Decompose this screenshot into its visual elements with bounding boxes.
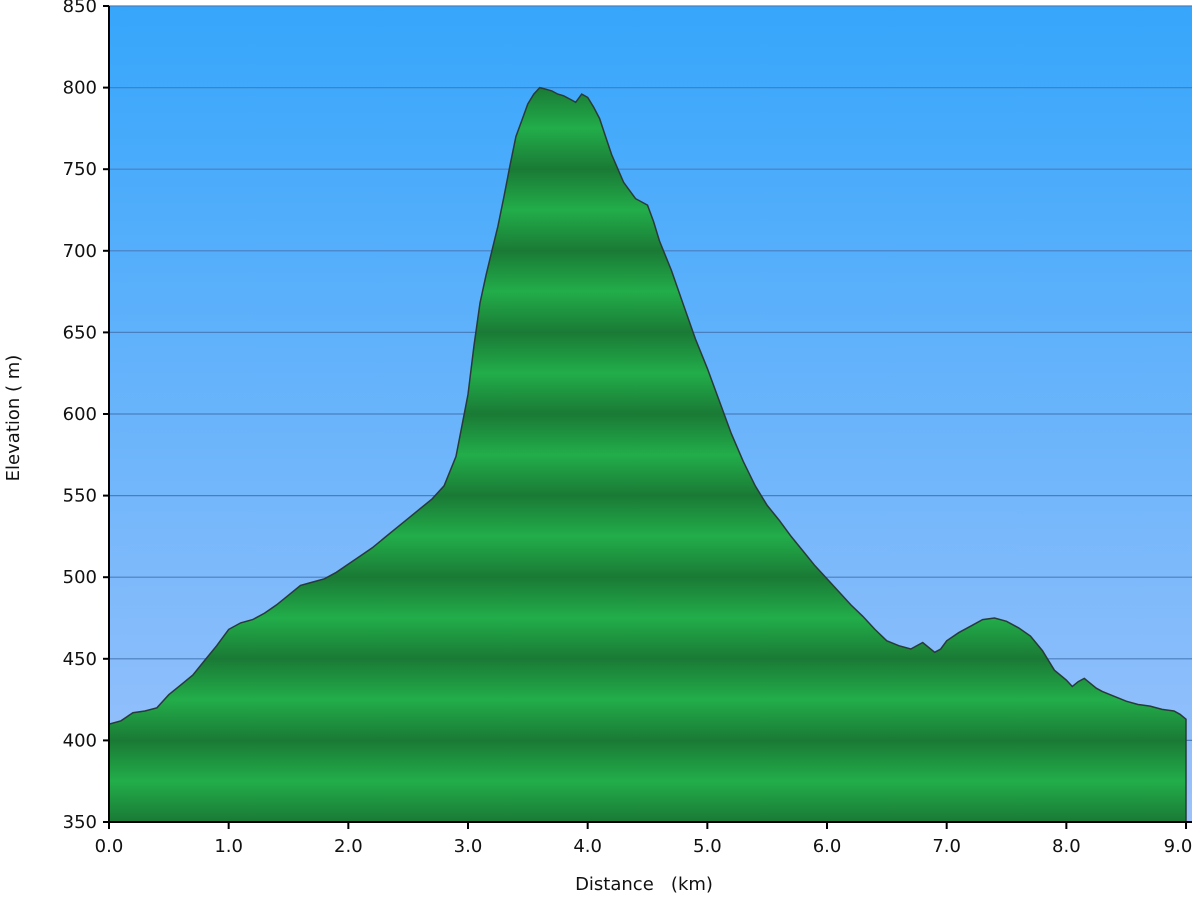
y-tick-label: 750 — [63, 159, 97, 180]
y-tick-label: 400 — [63, 730, 97, 751]
y-tick-label: 350 — [63, 812, 97, 833]
x-tick-label: 3.0 — [454, 836, 483, 857]
x-tick-label: 5.0 — [693, 836, 722, 857]
y-tick-label: 600 — [63, 404, 97, 425]
x-tick-label: 1.0 — [214, 836, 243, 857]
y-tick-label: 450 — [63, 649, 97, 670]
y-tick-label: 850 — [63, 0, 97, 17]
x-tick-label: 8.0 — [1052, 836, 1081, 857]
y-tick-label: 800 — [63, 78, 97, 99]
y-tick-label: 700 — [63, 241, 97, 262]
y-tick-label: 550 — [63, 486, 97, 507]
x-axis-ticks: 0.0 1.0 2.0 3.0 4.0 5.0 6.0 7.0 8.0 9.0 — [95, 822, 1193, 857]
y-tick-label: 650 — [63, 322, 97, 343]
x-tick-label: 7.0 — [932, 836, 961, 857]
y-axis-title: Elevation ( m) — [3, 355, 24, 482]
x-tick-label: 2.0 — [334, 836, 363, 857]
x-tick-label: 9.0 — [1164, 836, 1193, 857]
elevation-area — [109, 86, 1187, 822]
y-axis-ticks: 350 400 450 500 550 600 650 700 750 800 850 — [63, 0, 109, 833]
x-axis-title: Distance (km) — [575, 874, 713, 895]
x-tick-label: 4.0 — [573, 836, 602, 857]
x-tick-label: 6.0 — [813, 836, 842, 857]
y-tick-label: 500 — [63, 567, 97, 588]
x-tick-label: 0.0 — [95, 836, 124, 857]
